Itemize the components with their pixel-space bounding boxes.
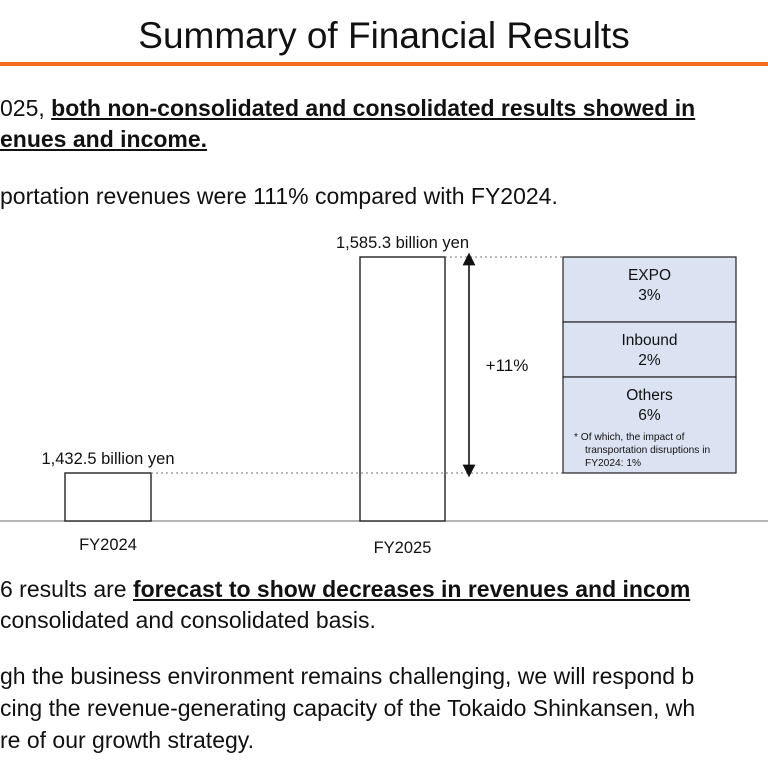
breakdown-value-inbound: 2% [638, 352, 661, 369]
paragraph-1-highlight-cont: enues and income. [0, 126, 208, 152]
category-label-fy2025: FY2025 [374, 539, 432, 557]
paragraph-3-line-2: consolidated and consolidated basis. [0, 607, 376, 633]
difference-label: +11% [486, 356, 529, 375]
breakdown-value-others: 6% [638, 407, 661, 424]
paragraph-3-lead: 6 results are [0, 576, 133, 602]
bar-fy2025 [359, 256, 446, 522]
paragraph-4-line-3: re of our growth strategy. [0, 727, 254, 753]
paragraph-2-line-1: portation revenues were 111% compared wi… [0, 183, 558, 209]
value-label-fy2025: 1,585.3 billion yen [336, 234, 469, 252]
breakdown-name-inbound: Inbound [621, 332, 677, 349]
paragraph-4-line-2: cing the revenue-generating capacity of … [0, 695, 696, 721]
breakdown-name-expo: EXPO [628, 267, 671, 284]
value-label-fy2024: 1,432.5 billion yen [41, 450, 174, 468]
paragraph-3-line-1: 6 results are forecast to show decreases… [0, 574, 768, 604]
revenue-chart: 1,432.5 billion yen FY2024 1,585.3 billion… [0, 234, 768, 557]
paragraph-1-highlight: both non-consolidated and consolidated r… [51, 95, 696, 121]
paragraph-3-highlight: forecast to show decreases in revenues a… [132, 576, 691, 602]
breakdown-note-line-2: transportation disruptions in [585, 445, 710, 456]
slide-title: Summary of Financial Results [138, 15, 630, 56]
bar-fy2024 [64, 472, 152, 522]
breakdown-box-expo [562, 256, 737, 323]
paragraph-1-line-1: 025, both non-consolidated and consolida… [0, 93, 768, 123]
paragraph-1-lead: 025, [0, 95, 52, 121]
breakdown-box-others [562, 376, 737, 474]
breakdown-value-expo: 3% [638, 287, 661, 304]
category-label-fy2024: FY2024 [79, 536, 137, 554]
paragraph-4-line-1: gh the business environment remains chal… [0, 663, 695, 689]
paragraph-1-line-2: enues and income. [0, 124, 768, 154]
breakdown-note-line-3: FY2024: 1% [585, 458, 641, 469]
breakdown-name-others: Others [626, 387, 673, 404]
breakdown-box-inbound [562, 321, 737, 378]
breakdown-note-line-1: * Of which, the impact of [574, 432, 685, 443]
title-rule [0, 62, 768, 66]
